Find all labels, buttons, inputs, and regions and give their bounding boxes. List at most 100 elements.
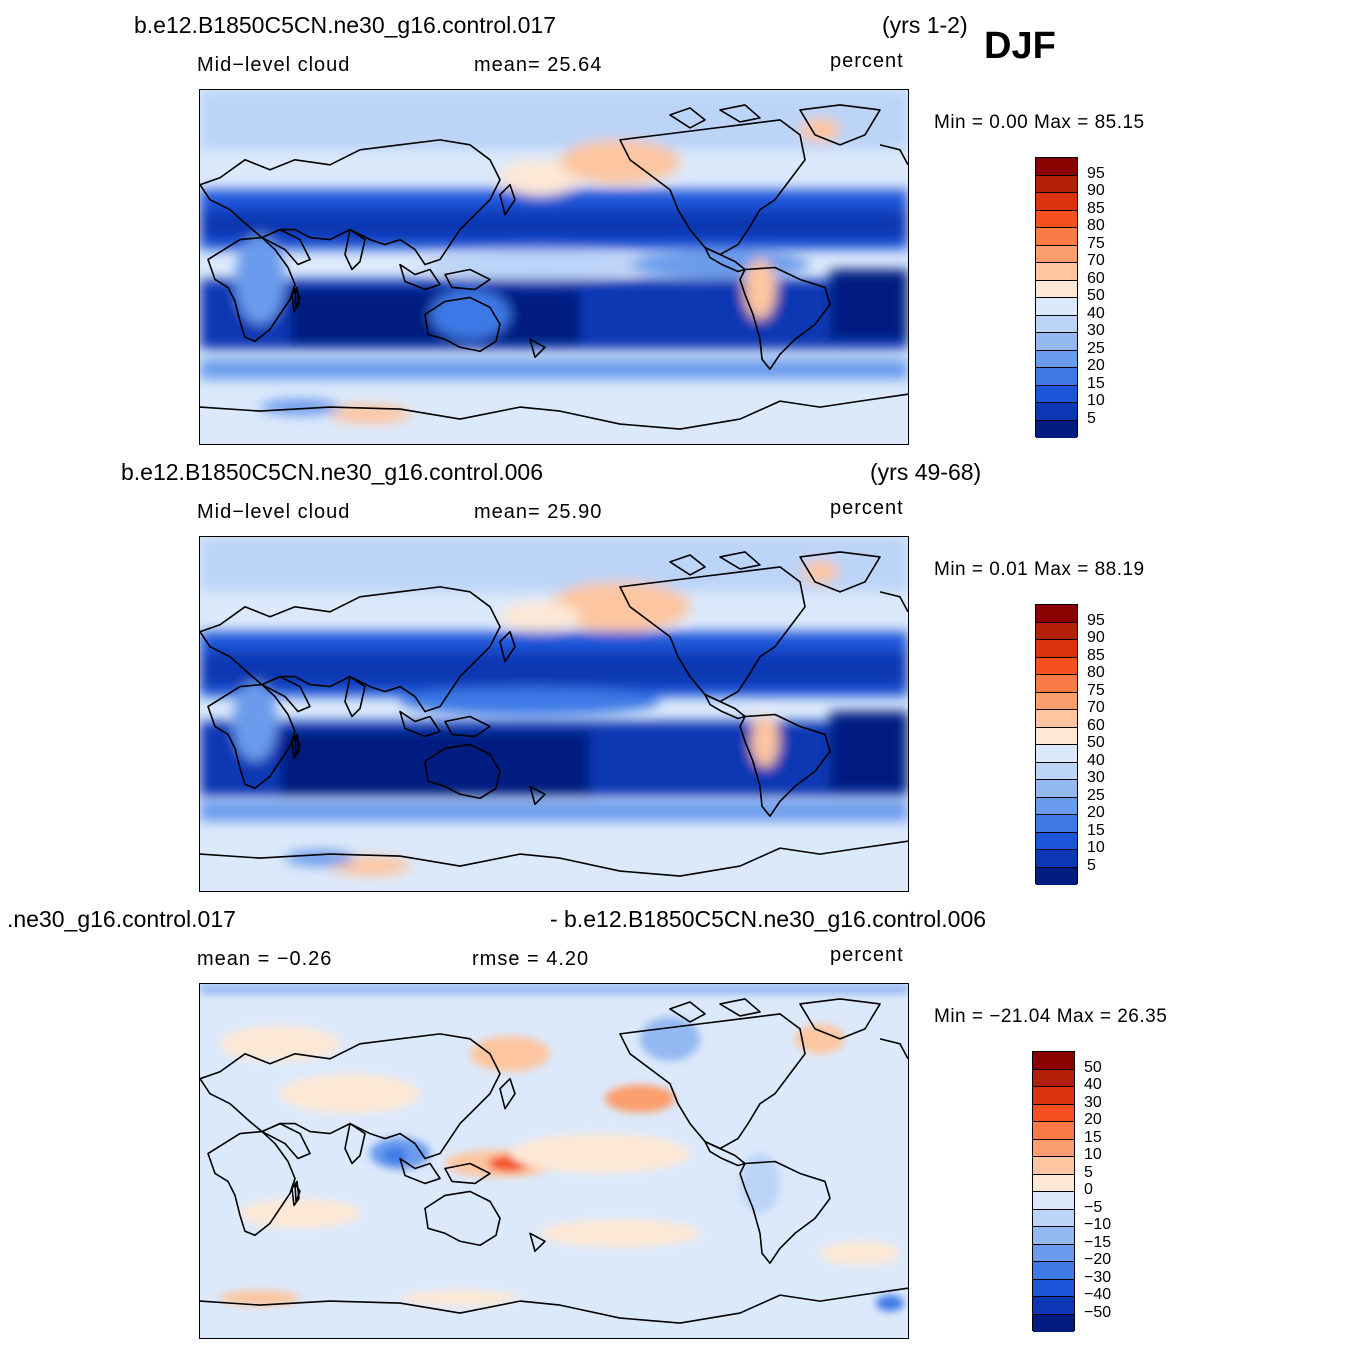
colorbar-box bbox=[1036, 193, 1077, 211]
colorbar-label: 20 bbox=[1087, 804, 1105, 821]
season-label: DJF bbox=[984, 25, 1056, 67]
colorbar-label: 80 bbox=[1087, 217, 1105, 234]
colorbar-box bbox=[1036, 315, 1077, 333]
panel1-colorbar bbox=[1035, 157, 1078, 438]
panel3-case-title-left: .ne30_g16.control.017 bbox=[7, 906, 236, 932]
colorbar-box bbox=[1036, 605, 1077, 623]
colorbar-label: 50 bbox=[1084, 1058, 1102, 1076]
panel2-units: percent bbox=[830, 497, 904, 519]
colorbar-box bbox=[1036, 762, 1077, 780]
colorbar-label: 50 bbox=[1087, 287, 1105, 304]
colorbar-box bbox=[1036, 350, 1077, 368]
panel3-colorbar bbox=[1032, 1051, 1075, 1332]
colorbar-label: −5 bbox=[1084, 1198, 1103, 1216]
colorbar-box bbox=[1036, 727, 1077, 745]
panel2-case-title: b.e12.B1850C5CN.ne30_g16.control.006 bbox=[121, 459, 543, 485]
colorbar-box bbox=[1036, 385, 1077, 403]
colorbar-label: 25 bbox=[1087, 339, 1105, 357]
colorbar-box bbox=[1036, 420, 1077, 438]
colorbar-label: 85 bbox=[1087, 199, 1105, 217]
panel3-map bbox=[199, 983, 909, 1339]
colorbar-box bbox=[1036, 675, 1077, 693]
colorbar-label: 30 bbox=[1087, 322, 1105, 339]
panel2-map bbox=[199, 536, 909, 892]
colorbar-box bbox=[1033, 1209, 1074, 1227]
colorbar-box bbox=[1036, 622, 1077, 640]
colorbar-box bbox=[1036, 298, 1077, 316]
colorbar-box bbox=[1036, 850, 1077, 868]
colorbar-box bbox=[1033, 1262, 1074, 1280]
colorbar-label: 75 bbox=[1087, 681, 1105, 699]
colorbar-box bbox=[1033, 1087, 1074, 1105]
colorbar-label: 5 bbox=[1087, 856, 1096, 874]
panel3-units: percent bbox=[830, 944, 904, 966]
colorbar-label: 95 bbox=[1087, 164, 1105, 182]
colorbar-label: 20 bbox=[1087, 357, 1105, 374]
panel2-variable: Mid−level cloud bbox=[197, 501, 351, 523]
colorbar-box bbox=[1033, 1104, 1074, 1122]
colorbar-label: 30 bbox=[1084, 1093, 1102, 1111]
colorbar-label: 70 bbox=[1087, 699, 1105, 716]
colorbar-label: 60 bbox=[1087, 269, 1105, 287]
colorbar-label: 15 bbox=[1084, 1128, 1102, 1146]
colorbar-label: 40 bbox=[1087, 304, 1105, 322]
colorbar-box bbox=[1036, 245, 1077, 263]
colorbar-label: 70 bbox=[1087, 252, 1105, 269]
colorbar-box bbox=[1033, 1279, 1074, 1297]
colorbar-label: 15 bbox=[1087, 374, 1105, 392]
colorbar-box bbox=[1033, 1192, 1074, 1210]
colorbar-box bbox=[1036, 640, 1077, 658]
panel2-colorbar bbox=[1035, 604, 1078, 885]
colorbar-box bbox=[1036, 158, 1077, 176]
colorbar-box bbox=[1036, 745, 1077, 763]
colorbar-box bbox=[1033, 1297, 1074, 1315]
colorbar-box bbox=[1036, 832, 1077, 850]
panel1-case-title: b.e12.B1850C5CN.ne30_g16.control.017 bbox=[134, 12, 556, 38]
panel2-minmax: Min = 0.01 Max = 88.19 bbox=[934, 559, 1145, 580]
colorbar-label: 80 bbox=[1087, 664, 1105, 681]
colorbar-box bbox=[1036, 210, 1077, 228]
colorbar-label: 30 bbox=[1087, 769, 1105, 786]
colorbar-box bbox=[1036, 403, 1077, 421]
colorbar-label: 5 bbox=[1084, 1163, 1093, 1181]
colorbar-box bbox=[1036, 797, 1077, 815]
colorbar-box bbox=[1033, 1157, 1074, 1175]
panel1-mean: mean= 25.64 bbox=[474, 54, 603, 76]
colorbar-box bbox=[1033, 1122, 1074, 1140]
colorbar-label: −30 bbox=[1084, 1268, 1112, 1286]
panel3-case-title-right: - b.e12.B1850C5CN.ne30_g16.control.006 bbox=[550, 906, 987, 932]
panel2-mean: mean= 25.90 bbox=[474, 501, 603, 523]
colorbar-label: 0 bbox=[1084, 1181, 1093, 1198]
colorbar-box bbox=[1036, 263, 1077, 281]
colorbar-label: 10 bbox=[1087, 839, 1105, 856]
panel1-units: percent bbox=[830, 50, 904, 72]
colorbar-box bbox=[1033, 1052, 1074, 1070]
colorbar-label: 20 bbox=[1084, 1111, 1102, 1128]
colorbar-box bbox=[1036, 692, 1077, 710]
colorbar-box bbox=[1036, 657, 1077, 675]
colorbar-label: 50 bbox=[1087, 734, 1105, 751]
colorbar-box bbox=[1033, 1069, 1074, 1087]
colorbar-box bbox=[1036, 815, 1077, 833]
colorbar-box bbox=[1036, 175, 1077, 193]
colorbar-label: 85 bbox=[1087, 646, 1105, 664]
panel1-minmax: Min = 0.00 Max = 85.15 bbox=[934, 112, 1145, 133]
panel3-minmax: Min = −21.04 Max = 26.35 bbox=[934, 1006, 1168, 1027]
colorbar-box bbox=[1036, 368, 1077, 386]
colorbar-box bbox=[1033, 1314, 1074, 1332]
colorbar-label: 90 bbox=[1087, 629, 1105, 646]
colorbar-label: 75 bbox=[1087, 234, 1105, 252]
colorbar-box bbox=[1036, 780, 1077, 798]
colorbar-box bbox=[1036, 333, 1077, 351]
panel3-mean: mean = −0.26 bbox=[197, 948, 333, 970]
panel1-variable: Mid−level cloud bbox=[197, 54, 351, 76]
colorbar-box bbox=[1033, 1227, 1074, 1245]
colorbar-box bbox=[1036, 867, 1077, 885]
colorbar-label: 90 bbox=[1087, 182, 1105, 199]
colorbar-box bbox=[1033, 1244, 1074, 1262]
colorbar-label: −15 bbox=[1084, 1233, 1112, 1251]
colorbar-label: 40 bbox=[1087, 751, 1105, 769]
colorbar-box bbox=[1036, 280, 1077, 298]
panel2-years: (yrs 49-68) bbox=[870, 459, 982, 485]
colorbar-box bbox=[1033, 1139, 1074, 1157]
